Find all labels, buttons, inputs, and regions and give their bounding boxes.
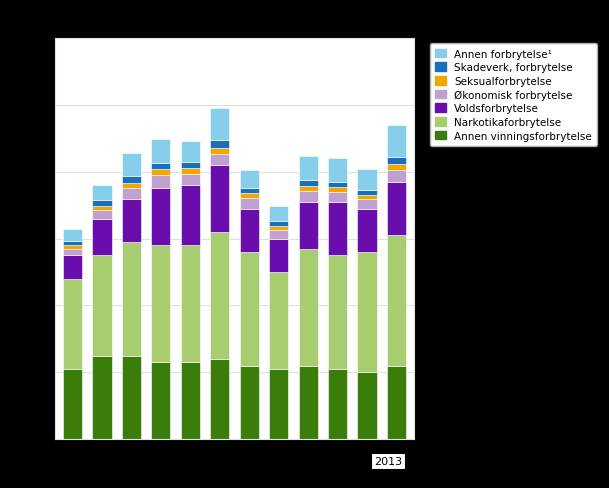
Bar bbox=[210, 166, 230, 232]
Bar bbox=[298, 181, 318, 187]
Bar bbox=[357, 209, 376, 252]
Bar bbox=[181, 246, 200, 363]
Bar bbox=[357, 200, 376, 209]
Bar bbox=[357, 169, 376, 191]
Bar bbox=[151, 176, 171, 189]
Bar bbox=[328, 256, 347, 369]
Bar bbox=[387, 165, 406, 171]
Bar bbox=[269, 369, 288, 439]
Bar bbox=[181, 174, 200, 186]
Bar bbox=[357, 252, 376, 372]
Bar bbox=[122, 356, 141, 439]
Bar bbox=[328, 188, 347, 193]
Bar bbox=[269, 239, 288, 272]
Bar bbox=[298, 366, 318, 439]
Bar bbox=[387, 236, 406, 366]
Bar bbox=[387, 183, 406, 236]
Bar bbox=[269, 222, 288, 226]
Bar bbox=[357, 195, 376, 200]
Bar bbox=[63, 279, 82, 369]
Bar bbox=[63, 369, 82, 439]
Bar bbox=[210, 155, 230, 166]
Bar bbox=[269, 272, 288, 369]
Bar bbox=[181, 186, 200, 246]
Bar bbox=[298, 157, 318, 181]
Bar bbox=[357, 372, 376, 439]
Bar bbox=[122, 243, 141, 356]
Bar bbox=[93, 201, 111, 206]
Bar bbox=[181, 363, 200, 439]
Bar bbox=[387, 171, 406, 183]
Bar bbox=[387, 125, 406, 158]
Bar bbox=[239, 194, 259, 199]
Bar bbox=[210, 232, 230, 359]
Bar bbox=[181, 163, 200, 169]
Bar bbox=[239, 170, 259, 188]
Bar bbox=[93, 256, 111, 356]
Text: 2013: 2013 bbox=[374, 456, 402, 466]
Bar bbox=[328, 159, 347, 183]
Bar bbox=[93, 210, 111, 219]
Bar bbox=[151, 140, 171, 163]
Bar bbox=[210, 108, 230, 141]
Legend: Annen forbrytelse¹, Skadeverk, forbrytelse, Seksualforbrytelse, Økonomisk forbry: Annen forbrytelse¹, Skadeverk, forbrytel… bbox=[430, 44, 597, 146]
Bar bbox=[269, 226, 288, 230]
Bar bbox=[239, 209, 259, 252]
Bar bbox=[181, 169, 200, 174]
Bar bbox=[151, 163, 171, 170]
Bar bbox=[181, 142, 200, 163]
Bar bbox=[328, 193, 347, 203]
Bar bbox=[298, 192, 318, 203]
Bar bbox=[357, 191, 376, 195]
Bar bbox=[93, 356, 111, 439]
Bar bbox=[387, 366, 406, 439]
Bar bbox=[269, 230, 288, 239]
Bar bbox=[239, 188, 259, 194]
Bar bbox=[151, 170, 171, 176]
Bar bbox=[122, 183, 141, 188]
Bar bbox=[63, 242, 82, 246]
Bar bbox=[239, 199, 259, 209]
Bar bbox=[93, 206, 111, 210]
Bar bbox=[298, 249, 318, 366]
Bar bbox=[122, 199, 141, 243]
Bar bbox=[151, 189, 171, 246]
Bar bbox=[63, 229, 82, 242]
Bar bbox=[298, 203, 318, 249]
Bar bbox=[210, 141, 230, 148]
Bar bbox=[63, 246, 82, 249]
Bar bbox=[151, 363, 171, 439]
Bar bbox=[387, 158, 406, 165]
Bar bbox=[122, 188, 141, 199]
Bar bbox=[122, 153, 141, 177]
Bar bbox=[93, 219, 111, 256]
Bar bbox=[63, 249, 82, 256]
Bar bbox=[93, 185, 111, 201]
Bar bbox=[151, 246, 171, 363]
Bar bbox=[239, 366, 259, 439]
Bar bbox=[298, 187, 318, 192]
Bar bbox=[210, 359, 230, 439]
Bar bbox=[122, 177, 141, 183]
Bar bbox=[269, 206, 288, 222]
Bar bbox=[63, 256, 82, 279]
Bar bbox=[328, 369, 347, 439]
Bar bbox=[328, 203, 347, 256]
Bar bbox=[210, 148, 230, 155]
Bar bbox=[239, 252, 259, 366]
Bar bbox=[328, 183, 347, 188]
